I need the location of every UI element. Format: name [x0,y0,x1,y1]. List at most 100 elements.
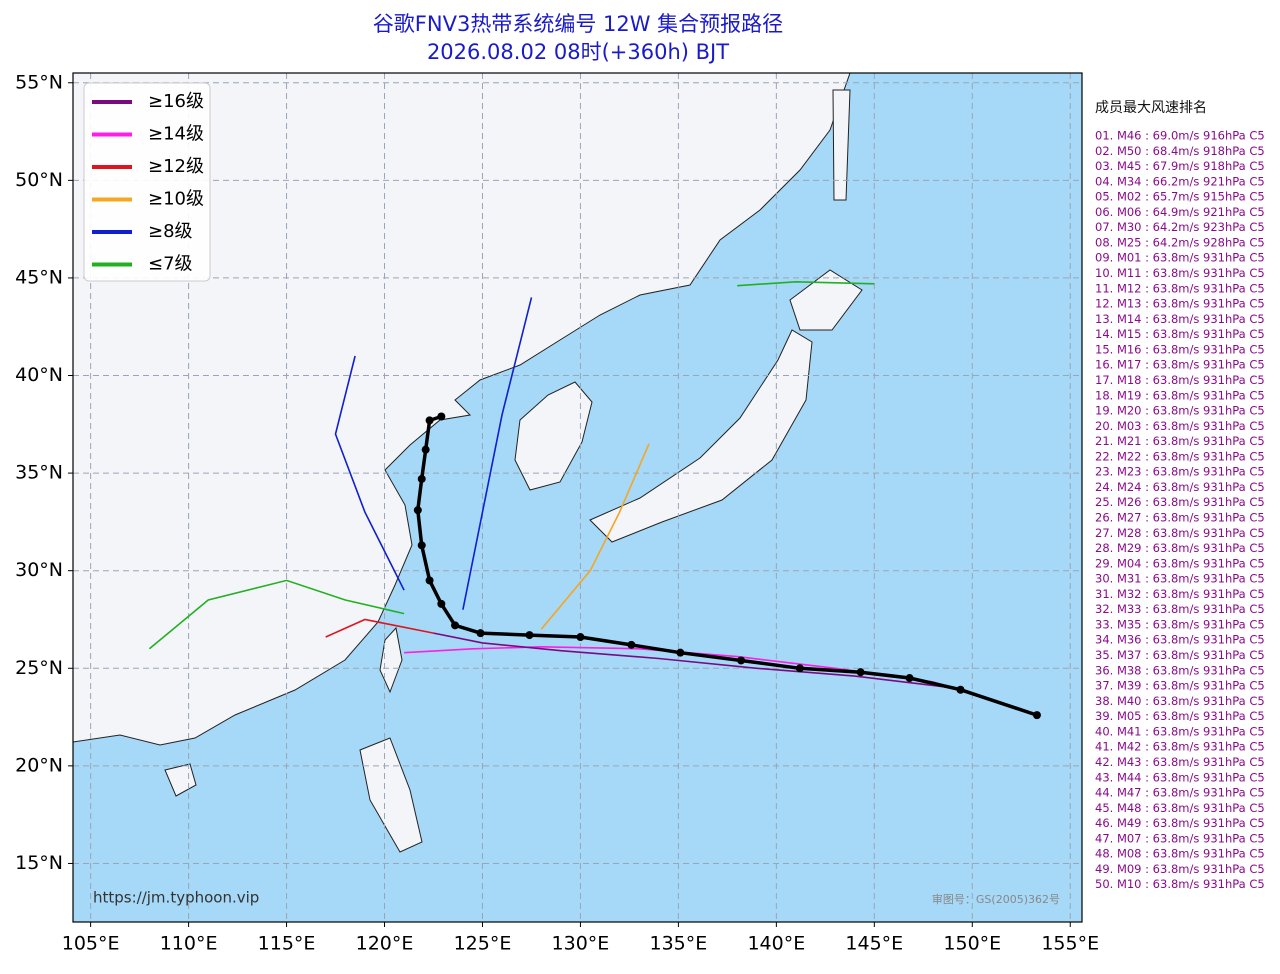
ensemble-track [334,355,405,591]
ranking-item: 24. M24 : 63.8m/s 931hPa C5 [1095,480,1265,494]
ranking-item: 33. M35 : 63.8m/s 931hPa C5 [1095,617,1265,631]
ranking-item: 11. M12 : 63.8m/s 931hPa C5 [1095,281,1265,295]
ranking-item: 42. M43 : 63.8m/s 931hPa C5 [1095,755,1265,769]
y-tick-label: 20°N [15,754,63,776]
y-tick-label: 50°N [15,169,63,191]
track-point [525,631,534,640]
ranking-item: 46. M49 : 63.8m/s 931hPa C5 [1095,816,1265,830]
ranking-item: 15. M16 : 63.8m/s 931hPa C5 [1095,342,1265,356]
ranking-item: 47. M07 : 63.8m/s 931hPa C5 [1095,831,1265,845]
x-tick-label: 105°E [62,933,120,955]
ranking-item: 23. M23 : 63.8m/s 931hPa C5 [1095,465,1265,479]
track-point [437,412,446,421]
ranking-item: 39. M05 : 63.8m/s 931hPa C5 [1095,709,1265,723]
ranking-item: 03. M45 : 67.9m/s 918hPa C5 [1095,159,1265,173]
y-tick-label: 40°N [15,364,63,386]
track-point [417,541,426,550]
track-point [905,674,914,683]
ranking-item: 35. M37 : 63.8m/s 931hPa C5 [1095,648,1265,662]
taiwan [379,626,403,694]
ranking-item: 01. M46 : 69.0m/s 916hPa C5 [1095,129,1265,143]
track-point [476,629,485,638]
mean-track [416,414,1038,717]
x-tick-label: 110°E [160,933,218,955]
legend-label: ≥16级 [148,91,204,112]
track-point [576,633,585,642]
ranking-item: 18. M19 : 63.8m/s 931hPa C5 [1095,388,1265,402]
track-point [413,506,422,515]
approval-number: 审图号：GS(2005)362号 [932,892,1060,906]
legend-label: ≤7级 [148,254,193,275]
ensemble-track [148,579,405,650]
x-tick-label: 115°E [258,933,316,955]
ensemble-track [462,297,533,610]
track-point [417,474,426,483]
ranking-item: 16. M17 : 63.8m/s 931hPa C5 [1095,358,1265,372]
ranking-item: 27. M28 : 63.8m/s 931hPa C5 [1095,526,1265,540]
track-point [956,685,965,694]
track-point [856,668,865,677]
luzon [359,737,423,853]
ranking-item: 06. M06 : 64.9m/s 921hPa C5 [1095,205,1265,219]
y-tick-label: 30°N [15,559,63,581]
ranking-item: 07. M30 : 64.2m/s 923hPa C5 [1095,220,1265,234]
honshu [589,329,813,543]
ranking-item: 14. M15 : 63.8m/s 931hPa C5 [1095,327,1265,341]
ranking-item: 36. M38 : 63.8m/s 931hPa C5 [1095,663,1265,677]
ranking-item: 26. M27 : 63.8m/s 931hPa C5 [1095,511,1265,525]
y-tick-label: 35°N [15,462,63,484]
ensemble-track [737,280,875,287]
ranking-item: 05. M02 : 65.7m/s 915hPa C5 [1095,190,1265,204]
ranking-item: 49. M09 : 63.8m/s 931hPa C5 [1095,862,1265,876]
track-point [425,416,434,425]
ranking-item: 44. M47 : 63.8m/s 931hPa C5 [1095,786,1265,800]
ranking-item: 19. M20 : 63.8m/s 931hPa C5 [1095,404,1265,418]
ranking-item: 20. M03 : 63.8m/s 931hPa C5 [1095,419,1265,433]
ranking-item: 34. M36 : 63.8m/s 931hPa C5 [1095,633,1265,647]
x-tick-label: 130°E [552,933,610,955]
ranking-item: 45. M48 : 63.8m/s 931hPa C5 [1095,801,1265,815]
ranking-item: 02. M50 : 68.4m/s 918hPa C5 [1095,144,1265,158]
track-point [627,640,636,649]
legend-label: ≥12级 [148,156,204,177]
ranking-item: 08. M25 : 64.2m/s 928hPa C5 [1095,235,1265,249]
legend-label: ≥10级 [148,189,204,210]
tracks [148,280,1041,720]
ranking-item: 37. M39 : 63.8m/s 931hPa C5 [1095,679,1265,693]
legend-label: ≥14级 [148,124,204,145]
x-tick-label: 155°E [1041,933,1099,955]
legend: ≥16级 ≥14级 ≥12级 ≥10级 ≥8级 ≤7级 [92,91,204,275]
ranking-item: 43. M44 : 63.8m/s 931hPa C5 [1095,770,1265,784]
korea [514,381,593,491]
hokkaido [789,269,863,331]
ranking-item: 10. M11 : 63.8m/s 931hPa C5 [1095,266,1265,280]
ranking-item: 38. M40 : 63.8m/s 931hPa C5 [1095,694,1265,708]
x-tick-label: 150°E [943,933,1001,955]
ranking-item: 22. M22 : 63.8m/s 931hPa C5 [1095,449,1265,463]
ranking-item: 28. M29 : 63.8m/s 931hPa C5 [1095,541,1265,555]
sakhalin [832,89,851,201]
land [73,73,863,853]
ranking-item: 48. M08 : 63.8m/s 931hPa C5 [1095,847,1265,861]
legend-label: ≥8级 [148,221,193,242]
ranking-item: 30. M31 : 63.8m/s 931hPa C5 [1095,572,1265,586]
ranking-item: 17. M18 : 63.8m/s 931hPa C5 [1095,373,1265,387]
ensemble-track [540,443,650,630]
ranking-item: 50. M10 : 63.8m/s 931hPa C5 [1095,877,1265,891]
legend-box [83,82,211,282]
track-point [437,599,446,608]
x-tick-label: 140°E [747,933,805,955]
track-point [676,648,685,657]
y-tick-label: 25°N [15,657,63,679]
y-tick-label: 45°N [15,266,63,288]
subtitle: 2026.08.02 08时(+360h) BJT [427,40,729,64]
track-point [425,576,434,585]
ranking-item: 31. M32 : 63.8m/s 931hPa C5 [1095,587,1265,601]
ranking-item: 13. M14 : 63.8m/s 931hPa C5 [1095,312,1265,326]
x-tick-label: 145°E [845,933,903,955]
track-point [421,445,430,454]
x-tick-label: 120°E [356,933,414,955]
